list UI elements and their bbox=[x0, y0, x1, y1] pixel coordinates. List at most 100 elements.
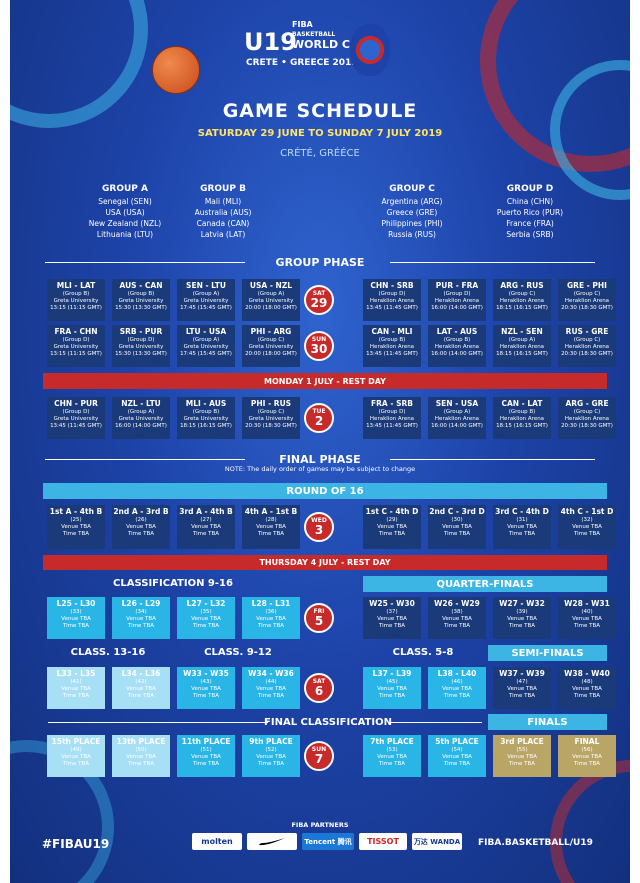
game-card[interactable]: 1st A - 4th B (25) Venue TBA Time TBA bbox=[47, 505, 105, 549]
game-card[interactable]: W28 - W31 (40) Venue TBA Time TBA bbox=[558, 597, 616, 639]
game-card[interactable]: GRE - PHI (Group C) Heraklion Arena 20:30 (… bbox=[558, 279, 616, 321]
game-time: Time TBA bbox=[127, 623, 155, 629]
match-teams: L38 - L40 bbox=[437, 669, 477, 678]
team-name: Argentina (ARG) bbox=[381, 197, 443, 206]
game-number: (34) bbox=[135, 609, 147, 615]
game-card[interactable]: SEN - LTU (Group A) Greta University 17:45 … bbox=[177, 279, 235, 321]
game-card[interactable]: CHN - PUR (Group D) Greta University 13:45 … bbox=[47, 397, 105, 439]
trophy-emblem-icon bbox=[350, 24, 390, 76]
game-card[interactable]: L25 - L30 (33) Venue TBA Time TBA bbox=[47, 597, 105, 639]
game-card[interactable]: NZL - LTU (Group A) Greta University 16:00 … bbox=[112, 397, 170, 439]
game-number: (36) bbox=[265, 609, 277, 615]
game-card[interactable]: 3rd PLACE (55) Venue TBA Time TBA bbox=[493, 735, 551, 777]
game-card[interactable]: L34 - L36 (42) Venue TBA Time TBA bbox=[112, 667, 170, 709]
game-card[interactable]: CAN - MLI (Group B) Heraklion Arena 13:45 (… bbox=[363, 325, 421, 367]
game-card[interactable]: W38 - W40 (48) Venue TBA Time TBA bbox=[558, 667, 616, 709]
match-teams: 2nd A - 3rd B bbox=[113, 507, 169, 516]
hashtag[interactable]: #FIBAU19 bbox=[42, 837, 110, 851]
game-card[interactable]: 9th PLACE (52) Venue TBA Time TBA bbox=[242, 735, 300, 777]
game-card[interactable]: 13th PLACE (50) Venue TBA Time TBA bbox=[112, 735, 170, 777]
game-card[interactable]: 1st C - 4th D (29) Venue TBA Time TBA bbox=[363, 505, 421, 549]
final-classification-heading: FINAL CLASSIFICATION bbox=[264, 716, 392, 728]
day-number: 7 bbox=[314, 752, 324, 766]
event-u19: U19 bbox=[244, 28, 297, 56]
game-venue: Venue TBA bbox=[126, 524, 156, 530]
game-card[interactable]: L38 - L40 (46) Venue TBA Time TBA bbox=[428, 667, 486, 709]
game-card[interactable]: AUS - CAN (Group B) Greta University 15:30 … bbox=[112, 279, 170, 321]
game-card[interactable]: SRB - PUR (Group D) Greta University 15:30 … bbox=[112, 325, 170, 367]
game-card[interactable]: CAN - LAT (Group B) Heraklion Arena 18:15 (… bbox=[493, 397, 551, 439]
game-card[interactable]: 15th PLACE (49) Venue TBA Time TBA bbox=[47, 735, 105, 777]
match-teams: SEN - LTU bbox=[186, 281, 226, 290]
game-card[interactable]: W25 - W30 (37) Venue TBA Time TBA bbox=[363, 597, 421, 639]
game-venue: Greta University bbox=[118, 298, 164, 304]
game-card[interactable]: 2nd A - 3rd B (26) Venue TBA Time TBA bbox=[112, 505, 170, 549]
game-venue: Greta University bbox=[248, 416, 294, 422]
game-card[interactable]: ARG - RUS (Group C) Heraklion Arena 18:15 (… bbox=[493, 279, 551, 321]
game-card[interactable]: FINAL (56) Venue TBA Time TBA bbox=[558, 735, 616, 777]
match-teams: W33 - W35 bbox=[183, 669, 229, 678]
day-number: 2 bbox=[314, 414, 324, 428]
day-number: 29 bbox=[310, 296, 328, 310]
game-card[interactable]: LAT - AUS (Group B) Heraklion Arena 16:00 (… bbox=[428, 325, 486, 367]
game-card[interactable]: 11th PLACE (51) Venue TBA Time TBA bbox=[177, 735, 235, 777]
day-of-week: SAT bbox=[312, 678, 326, 685]
game-time: 13:45 (11:45 GMT) bbox=[50, 423, 102, 429]
game-card[interactable]: NZL - SEN (Group A) Heraklion Arena 18:15 (… bbox=[493, 325, 551, 367]
game-card[interactable]: L27 - L32 (35) Venue TBA Time TBA bbox=[177, 597, 235, 639]
game-venue: Greta University bbox=[183, 416, 229, 422]
game-card[interactable]: PUR - FRA (Group D) Heraklion Arena 16:00 (… bbox=[428, 279, 486, 321]
game-card[interactable]: 4th C - 1st D (32) Venue TBA Time TBA bbox=[558, 505, 616, 549]
final-phase-note: NOTE: The daily order of games may be su… bbox=[224, 465, 416, 473]
game-card[interactable]: 2nd C - 3rd D (30) Venue TBA Time TBA bbox=[428, 505, 486, 549]
website-url[interactable]: FIBA.BASKETBALL/U19 bbox=[478, 838, 593, 848]
game-card[interactable]: FRA - CHN (Group D) Greta University 13:15 … bbox=[47, 325, 105, 367]
game-venue: Venue TBA bbox=[377, 616, 407, 622]
molten-logo: molten bbox=[192, 833, 242, 850]
game-venue: Venue TBA bbox=[61, 686, 91, 692]
page-title: GAME SCHEDULE bbox=[222, 100, 418, 122]
game-card[interactable]: ARG - GRE (Group C) Heraklion Arena 20:30 (… bbox=[558, 397, 616, 439]
game-card[interactable]: PHI - ARG (Group C) Greta University 20:00 … bbox=[242, 325, 300, 367]
game-card[interactable]: W26 - W29 (38) Venue TBA Time TBA bbox=[428, 597, 486, 639]
game-card[interactable]: RUS - GRE (Group C) Heraklion Arena 20:30 (… bbox=[558, 325, 616, 367]
game-card[interactable]: 4th A - 1st B (28) Venue TBA Time TBA bbox=[242, 505, 300, 549]
game-card[interactable]: 7th PLACE (53) Venue TBA Time TBA bbox=[363, 735, 421, 777]
game-card[interactable]: LTU - USA (Group A) Greta University 17:45 … bbox=[177, 325, 235, 367]
match-teams: L33 - L35 bbox=[56, 669, 96, 678]
game-card[interactable]: FRA - SRB (Group D) Heraklion Arena 13:45 (… bbox=[363, 397, 421, 439]
event-world-cup: WORLD CUP bbox=[292, 38, 367, 51]
game-card[interactable]: L37 - L39 (45) Venue TBA Time TBA bbox=[363, 667, 421, 709]
game-card[interactable]: MLI - LAT (Group B) Greta University 13:15 … bbox=[47, 279, 105, 321]
game-card[interactable]: W37 - W39 (47) Venue TBA Time TBA bbox=[493, 667, 551, 709]
game-card[interactable]: 3rd A - 4th B (27) Venue TBA Time TBA bbox=[177, 505, 235, 549]
game-card[interactable]: W34 - W36 (44) Venue TBA Time TBA bbox=[242, 667, 300, 709]
game-time: Time TBA bbox=[127, 761, 155, 767]
game-time: Time TBA bbox=[443, 623, 471, 629]
game-venue: Venue TBA bbox=[572, 524, 602, 530]
game-card[interactable]: SEN - USA (Group A) Heraklion Arena 16:00 (… bbox=[428, 397, 486, 439]
game-time: Time TBA bbox=[62, 531, 90, 537]
game-time: Time TBA bbox=[378, 531, 406, 537]
game-card[interactable]: 5th PLACE (54) Venue TBA Time TBA bbox=[428, 735, 486, 777]
game-time: Time TBA bbox=[508, 761, 536, 767]
match-teams: 1st C - 4th D bbox=[365, 507, 419, 516]
game-time: Time TBA bbox=[192, 623, 220, 629]
day-number: 3 bbox=[314, 523, 324, 537]
game-card[interactable]: USA - NZL (Group A) Greta University 20:00 … bbox=[242, 279, 300, 321]
game-card[interactable]: L26 - L29 (34) Venue TBA Time TBA bbox=[112, 597, 170, 639]
game-card[interactable]: L28 - L31 (36) Venue TBA Time TBA bbox=[242, 597, 300, 639]
game-venue: Greta University bbox=[53, 416, 99, 422]
game-card[interactable]: PHI - RUS (Group C) Greta University 20:30 … bbox=[242, 397, 300, 439]
game-time: 15:30 (13:30 GMT) bbox=[115, 305, 167, 311]
game-card[interactable]: CHN - SRB (Group D) Heraklion Arena 13:45 (… bbox=[363, 279, 421, 321]
game-time: Time TBA bbox=[443, 531, 471, 537]
game-card[interactable]: L33 - L35 (41) Venue TBA Time TBA bbox=[47, 667, 105, 709]
game-card[interactable]: W27 - W32 (39) Venue TBA Time TBA bbox=[493, 597, 551, 639]
game-card[interactable]: 3rd C - 4th D (31) Venue TBA Time TBA bbox=[493, 505, 551, 549]
game-time: Time TBA bbox=[508, 623, 536, 629]
day-of-week: TUE bbox=[312, 408, 326, 415]
game-card[interactable]: W33 - W35 (43) Venue TBA Time TBA bbox=[177, 667, 235, 709]
game-venue: Heraklion Arena bbox=[369, 298, 415, 304]
game-card[interactable]: MLI - AUS (Group B) Greta University 18:15 … bbox=[177, 397, 235, 439]
